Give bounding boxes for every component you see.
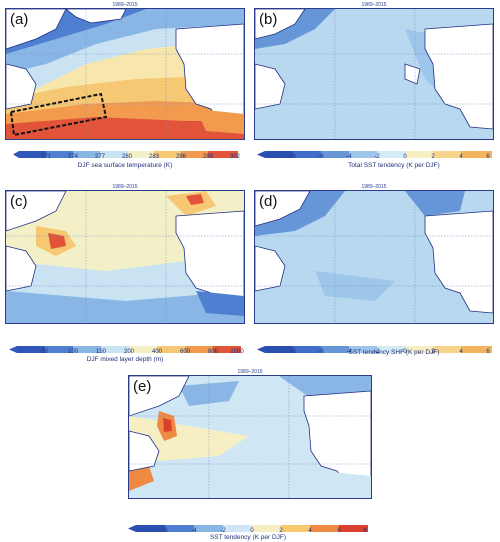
map-c-svg [6,191,244,323]
colorbar-c-svg [9,346,241,353]
panel-e: 1989–2015 (e) [128,369,372,541]
map-e: (e) [128,375,372,499]
panel-e-letter: (e) [133,378,152,395]
panel-a: 1989–2015 (a) [5,2,245,178]
tick: 0 [250,528,254,534]
colorbar-c-label: DJF mixed layer depth (m) [86,356,164,363]
colorbar-b-label: Total SST tendency (K per DJF) [348,162,440,169]
tick: -2 [220,528,226,534]
tick: -8 [290,349,296,355]
colorbar-b-ticks: -8 -6 -4 -2 0 2 4 6 [257,154,492,162]
colorbar-a-ticks: 271 274 277 280 283 286 289 302 [13,154,241,162]
colorbar-d-label: SST tendency SHF (K per DJF) [348,349,440,356]
panel-c-title: 1989–2015 [112,184,138,190]
map-b-svg [255,9,493,139]
map-b: (b) [254,8,494,140]
tick: 600 [179,349,191,355]
panel-b-title: 1989–2015 [361,2,387,8]
colorbar-c [9,340,241,353]
colorbar-e-label: SST tendency (K per DJF) [209,534,287,541]
map-a-svg [6,9,244,139]
tick: 4 [459,349,463,355]
colorbar-d-svg [257,346,492,353]
tick: 2 [431,154,435,160]
tick: 277 [94,154,106,160]
map-a: (a) [5,8,245,140]
panel-d: 1989–2015 (d) -8 [254,184,494,360]
panel-c-letter: (c) [10,193,28,210]
tick: 4 [308,528,312,534]
tick: 200 [123,349,135,355]
colorbar-c-ticks: 50 100 150 200 400 600 800 1000 [9,349,244,357]
tick: 280 [121,154,133,160]
panel-e-title: 1989–2015 [237,369,263,375]
panel-a-letter: (a) [10,11,29,28]
tick: -6 [318,349,324,355]
colorbar-a-label: DJF sea surface temperature (K) [77,162,173,169]
tick: -2 [374,154,380,160]
tick: 8 [363,528,367,534]
colorbar-d [257,340,492,353]
tick: 100 [67,349,79,355]
tick: -4 [346,154,352,160]
panel-c: 1989–2015 (c) [5,184,245,363]
tick: 6 [486,154,490,160]
tick: -6 [318,154,324,160]
tick: 274 [67,154,79,160]
tick: 50 [41,349,49,355]
tick: 400 [151,349,163,355]
tick: -4 [191,528,197,534]
panel-b-letter: (b) [259,11,278,28]
tick: 6 [337,528,341,534]
colorbar-a [13,145,238,158]
tick: -8 [290,154,296,160]
panel-a-title: 1989–2015 [112,2,138,8]
tick: 2 [279,528,283,534]
tick: 800 [207,349,219,355]
colorbar-d-ticks: -8 -6 -4 -2 0 2 4 6 [257,349,492,357]
panel-d-letter: (d) [259,193,278,210]
map-c: (c) [5,190,245,324]
tick: -4 [346,349,352,355]
tick: -2 [374,349,380,355]
map-d-svg [255,191,493,323]
tick: 286 [175,154,187,160]
colorbar-b [257,145,492,158]
tick: -6 [162,528,168,534]
study-region-box [9,92,108,137]
panel-b: 1989–2015 (b) -8 [254,2,494,178]
tick: 0 [403,154,407,160]
tick: 0 [403,349,407,355]
tick: 2 [431,349,435,355]
colorbar-b-svg [257,151,492,158]
map-d: (d) [254,190,494,324]
tick: 271 [40,154,52,160]
colorbar-e [128,519,368,532]
tick: 289 [202,154,214,160]
colorbar-e-ticks: -6 -4 -2 0 2 4 6 8 [128,528,368,536]
colorbar-e-svg [128,525,368,532]
tick: 6 [486,349,490,355]
tick: 150 [95,349,107,355]
tick: 4 [459,154,463,160]
tick: 1000 [230,349,244,355]
map-e-svg [129,376,371,498]
panel-d-title: 1989–2015 [361,184,387,190]
colorbar-a-svg [13,151,238,158]
tick: 302 [229,154,241,160]
tick: 283 [148,154,160,160]
